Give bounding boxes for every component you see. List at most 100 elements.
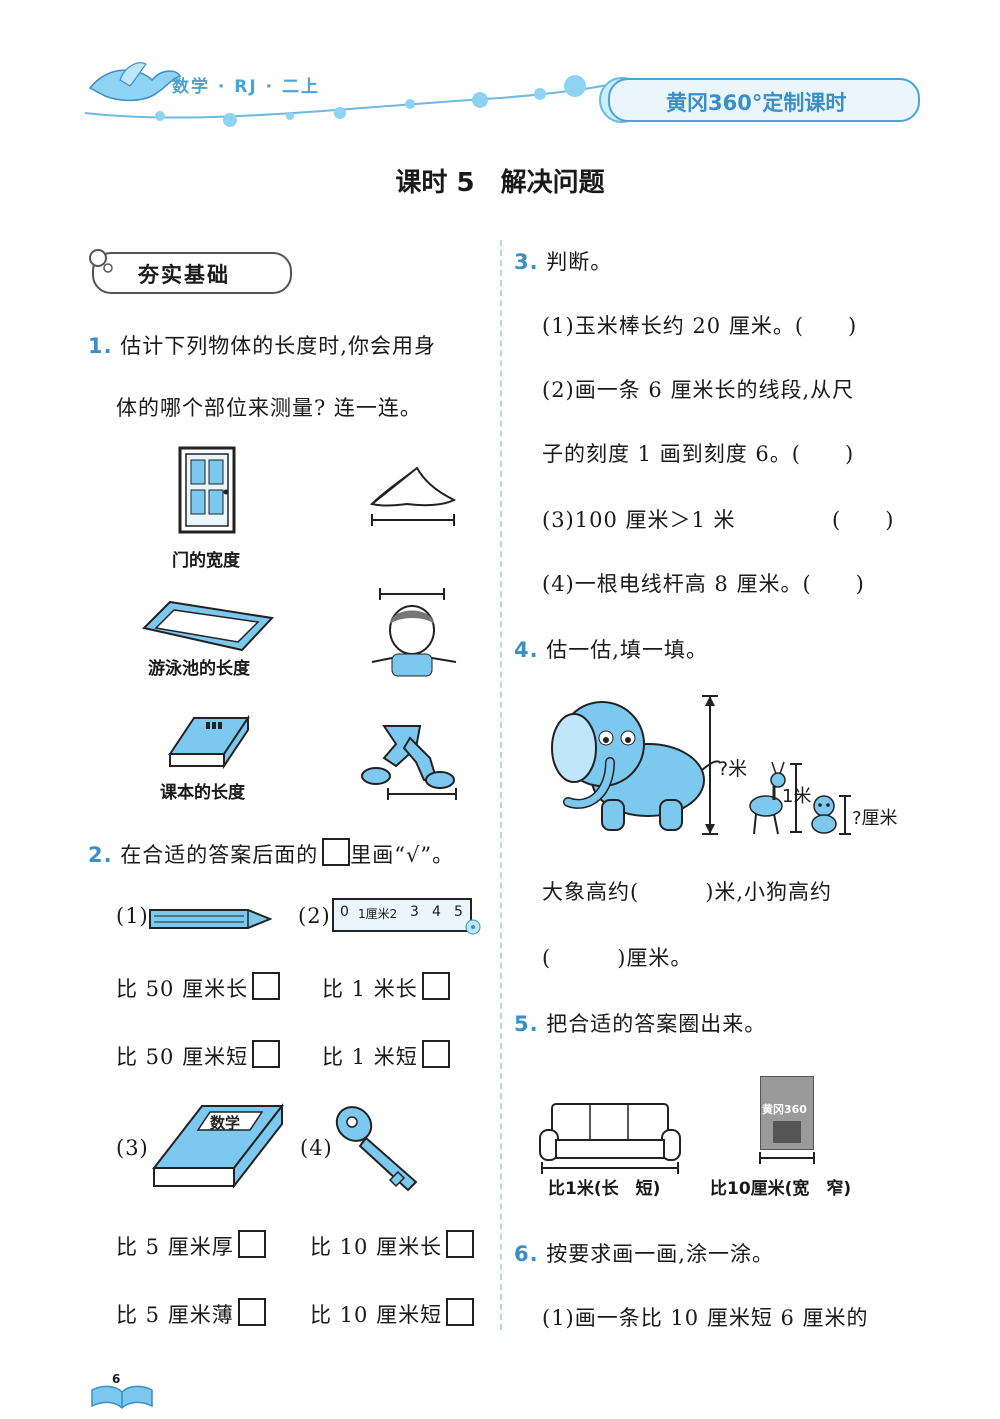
q2-opt7: 比 5 厘米薄 — [116, 1298, 266, 1329]
q2-opt3-box[interactable] — [252, 1040, 281, 1068]
ruler-zero: 0 — [340, 904, 349, 920]
q3-text: 判断。 — [546, 250, 613, 274]
q2-opt2-box[interactable] — [421, 972, 450, 1000]
ruler-three: 3 — [410, 904, 419, 920]
q5-choice1[interactable]: 比1米(长 短) — [548, 1179, 661, 1199]
q2-opt1-box[interactable] — [252, 972, 281, 1000]
q2-opt6: 比 10 厘米长 — [310, 1230, 475, 1261]
q2-opt2-text: 比 1 米长 — [322, 977, 418, 1001]
q2-opt3-text: 比 50 厘米短 — [116, 1045, 249, 1069]
q3-line2: (2)画一条 6 厘米长的线段,从尺 — [542, 378, 855, 402]
deer-height-arrow — [790, 763, 802, 833]
workbook-cover-icon: 黄冈360 — [760, 1076, 814, 1150]
textbook-icon — [168, 714, 250, 770]
q2-opt1: 比 50 厘米长 — [116, 972, 281, 1003]
math-book-icon: 数学 — [151, 1103, 285, 1189]
q4-label-deer: 1米 — [782, 786, 812, 807]
q1-label-pool: 游泳池的长度 — [148, 659, 250, 679]
ruler-icon: 0 1厘米2 3 4 5 — [332, 898, 472, 932]
q6-title: 6. 按要求画一画,涂一涂。 — [514, 1238, 774, 1268]
key-icon — [335, 1106, 418, 1192]
header-subject: 数学 · RJ · 二上 — [172, 77, 321, 97]
legs-step-icon — [361, 725, 457, 800]
q6-number: 6. — [514, 1242, 539, 1266]
q2-text: 在合适的答案后面的 — [120, 843, 319, 867]
q2-opt2: 比 1 米长 — [322, 972, 450, 1003]
q2-text2: 里画“√”。 — [350, 843, 455, 867]
q2-item1-label: (1) — [116, 904, 149, 928]
q4-answer1: 大象高约( )米,小狗高约 — [542, 880, 833, 904]
q4-text: 估一估,填一填。 — [546, 638, 708, 662]
dog-icon — [811, 795, 837, 834]
q4-answer2: ( )厘米。 — [542, 946, 693, 970]
q2-opt1-text: 比 50 厘米长 — [116, 977, 249, 1001]
q2-item4-label: (4) — [300, 1136, 333, 1160]
q4-title: 4. 估一估,填一填。 — [514, 634, 708, 664]
boy-arms-icon — [371, 588, 457, 677]
q2-opt8-text: 比 10 厘米短 — [310, 1303, 443, 1327]
q2-opt4: 比 1 米短 — [322, 1040, 450, 1071]
q2-opt5: 比 5 厘米厚 — [116, 1230, 266, 1261]
q1-label-book: 课本的长度 — [160, 783, 245, 803]
ruler-four: 4 — [432, 904, 441, 920]
lesson-title: 课时 5 解决问题 — [395, 168, 605, 198]
q6-line1: (1)画一条比 10 厘米短 6 厘米的 — [542, 1306, 869, 1330]
q2-opt5-box[interactable] — [237, 1230, 266, 1258]
q1-label-door: 门的宽度 — [172, 551, 240, 571]
pencil-icon — [149, 909, 272, 929]
q2-item2-label: (2) — [298, 904, 331, 928]
q4-label-dog: ?厘米 — [852, 808, 898, 829]
open-book-icon — [91, 1385, 153, 1410]
q3-number: 3. — [514, 250, 539, 274]
header-brand-badge: 黄冈360°定制课时 — [608, 78, 920, 122]
elephant-icon — [551, 701, 721, 831]
q2-line1: 2. 在合适的答案后面的 里画“√”。 — [88, 838, 454, 869]
q3-title: 3. 判断。 — [514, 246, 612, 276]
q2-opt8: 比 10 厘米短 — [310, 1298, 475, 1329]
workbook-picture — [773, 1121, 801, 1143]
sofa-icon — [539, 1103, 681, 1174]
bird-icon — [88, 62, 182, 102]
q2-number: 2. — [88, 843, 113, 867]
q3-line4: (3)100 厘米＞1 米 — [542, 508, 736, 532]
q3-line3: 子的刻度 1 画到刻度 6。( ) — [542, 442, 855, 466]
header-brand: 黄冈360°定制课时 — [666, 91, 847, 115]
math-book-text: 数学 — [210, 1114, 240, 1132]
q2-opt6-box[interactable] — [446, 1230, 475, 1258]
q5-text: 把合适的答案圈出来。 — [546, 1012, 767, 1036]
flower-icon — [465, 919, 481, 935]
q1-number: 1. — [88, 334, 113, 358]
q4-number: 4. — [514, 638, 539, 662]
ruler-text: 1厘米2 — [358, 907, 398, 921]
q2-answer-box-example — [322, 838, 351, 866]
q6-text: 按要求画一画,涂一涂。 — [546, 1242, 774, 1266]
q2-opt4-box[interactable] — [421, 1040, 450, 1068]
q1-line2: 体的哪个部位来测量? 连一连。 — [116, 396, 422, 420]
deer-icon — [749, 761, 786, 835]
q2-opt7-box[interactable] — [237, 1298, 266, 1326]
q2-item3-label: (3) — [116, 1136, 149, 1160]
q5-number: 5. — [514, 1012, 539, 1036]
q5-choice2[interactable]: 比10厘米(宽 窄) — [710, 1179, 852, 1199]
q3-line4-paren: ( ) — [832, 508, 895, 532]
section-label: 夯实基础 — [138, 263, 230, 287]
header-decoration — [84, 62, 631, 127]
section-badge: 夯实基础 — [92, 252, 292, 294]
q3-line5: (4)一根电线杆高 8 厘米。( ) — [542, 572, 865, 596]
q2-opt4-text: 比 1 米短 — [322, 1045, 418, 1069]
q3-line1: (1)玉米棒长约 20 厘米。( ) — [542, 314, 858, 338]
q2-opt6-text: 比 10 厘米长 — [310, 1235, 443, 1259]
q5-title: 5. 把合适的答案圈出来。 — [514, 1008, 766, 1038]
hand-span-icon — [369, 466, 457, 526]
q2-opt7-text: 比 5 厘米薄 — [116, 1303, 234, 1327]
badge-circles-icon — [89, 249, 113, 273]
q1-text1: 估计下列物体的长度时,你会用身 — [120, 334, 436, 358]
ruler-five: 5 — [454, 904, 463, 920]
elephant-height-arrow — [702, 695, 718, 835]
workbook-brand: 黄冈360 — [762, 1103, 807, 1116]
pool-icon — [142, 600, 274, 652]
q2-opt8-box[interactable] — [446, 1298, 475, 1326]
q2-opt3: 比 50 厘米短 — [116, 1040, 281, 1071]
q4-label-elephant: ?米 — [718, 758, 748, 780]
q1-line1: 1. 估计下列物体的长度时,你会用身 — [88, 330, 436, 360]
